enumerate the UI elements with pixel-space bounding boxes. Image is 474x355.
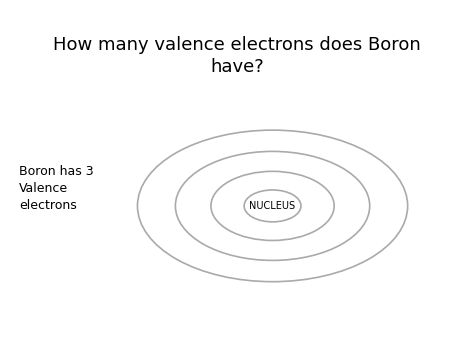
- Text: NUCLEUS: NUCLEUS: [249, 201, 296, 211]
- Text: Boron has 3
Valence
electrons: Boron has 3 Valence electrons: [19, 165, 93, 212]
- Text: How many valence electrons does Boron
have?: How many valence electrons does Boron ha…: [53, 36, 421, 76]
